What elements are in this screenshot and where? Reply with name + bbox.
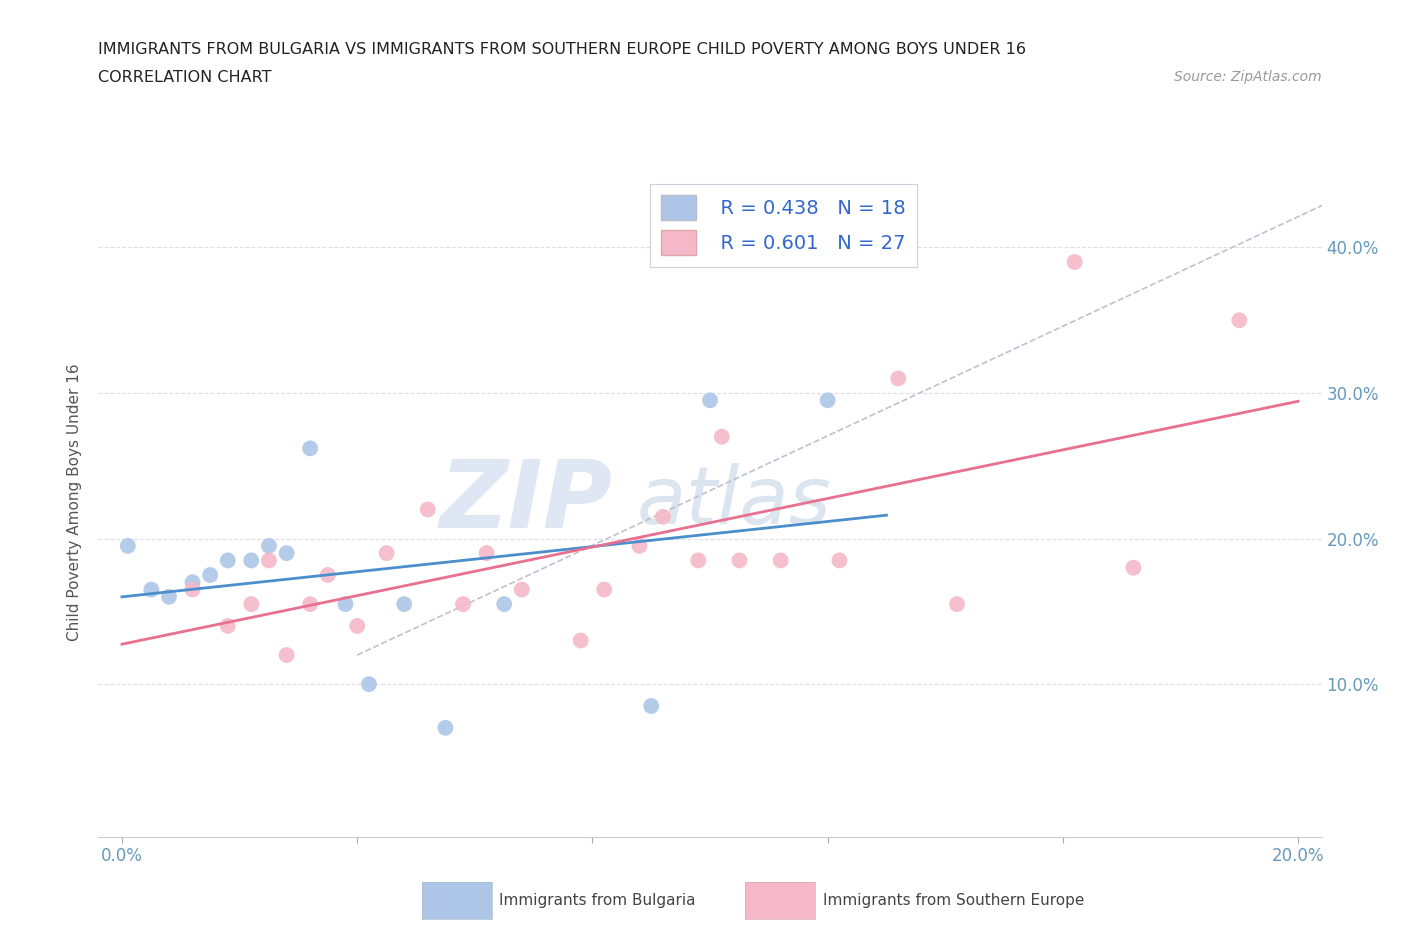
- Point: [1122, 560, 1144, 575]
- Point: [510, 582, 533, 597]
- Point: [593, 582, 616, 597]
- Point: [141, 582, 163, 597]
- Legend:   R = 0.438   N = 18,   R = 0.601   N = 27: R = 0.438 N = 18, R = 0.601 N = 27: [650, 184, 917, 267]
- Point: [335, 597, 357, 612]
- Point: [494, 597, 516, 612]
- Text: atlas: atlas: [637, 463, 831, 541]
- Point: [217, 553, 239, 568]
- Point: [1063, 255, 1085, 270]
- Point: [240, 553, 263, 568]
- Point: [217, 618, 239, 633]
- Point: [181, 575, 204, 590]
- Point: [828, 553, 851, 568]
- Point: [1227, 312, 1250, 327]
- Point: [357, 677, 380, 692]
- Point: [181, 582, 204, 597]
- Point: [688, 553, 710, 568]
- Point: [652, 510, 675, 525]
- Text: Source: ZipAtlas.com: Source: ZipAtlas.com: [1174, 70, 1322, 84]
- Point: [769, 553, 792, 568]
- Text: Immigrants from Bulgaria: Immigrants from Bulgaria: [499, 893, 696, 908]
- Point: [375, 546, 398, 561]
- Point: [276, 647, 298, 662]
- Point: [346, 618, 368, 633]
- Y-axis label: Child Poverty Among Boys Under 16: Child Poverty Among Boys Under 16: [67, 364, 83, 641]
- Point: [728, 553, 751, 568]
- Point: [276, 546, 298, 561]
- Point: [434, 721, 457, 736]
- Point: [946, 597, 969, 612]
- Point: [416, 502, 439, 517]
- Point: [157, 590, 180, 604]
- Point: [394, 597, 416, 612]
- Point: [699, 392, 721, 407]
- Point: [569, 633, 592, 648]
- Text: CORRELATION CHART: CORRELATION CHART: [98, 70, 271, 85]
- Point: [817, 392, 839, 407]
- Point: [299, 597, 322, 612]
- Text: ZIP: ZIP: [439, 457, 612, 548]
- Text: IMMIGRANTS FROM BULGARIA VS IMMIGRANTS FROM SOUTHERN EUROPE CHILD POVERTY AMONG : IMMIGRANTS FROM BULGARIA VS IMMIGRANTS F…: [98, 42, 1026, 57]
- Point: [710, 430, 733, 445]
- Point: [887, 371, 910, 386]
- Point: [451, 597, 474, 612]
- Point: [117, 538, 139, 553]
- Point: [257, 553, 280, 568]
- Text: Immigrants from Southern Europe: Immigrants from Southern Europe: [823, 893, 1084, 908]
- Point: [299, 441, 322, 456]
- Point: [198, 567, 221, 582]
- Point: [628, 538, 651, 553]
- Point: [257, 538, 280, 553]
- Point: [475, 546, 498, 561]
- Point: [640, 698, 662, 713]
- Point: [316, 567, 339, 582]
- Point: [240, 597, 263, 612]
